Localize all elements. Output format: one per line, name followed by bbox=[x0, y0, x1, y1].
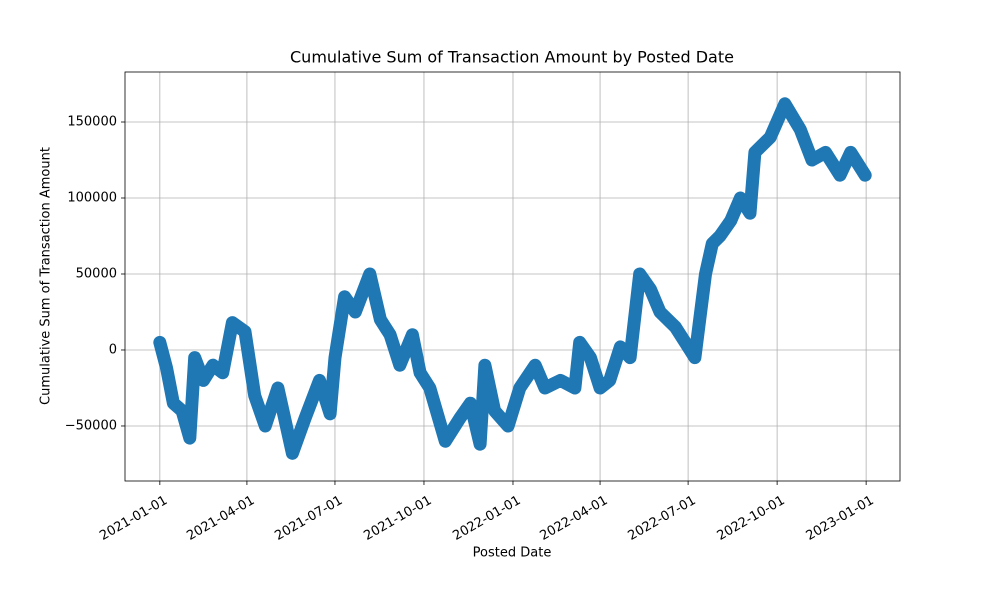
x-tick-label: 2021-04-01 bbox=[184, 493, 257, 544]
x-tick-label: 2022-07-01 bbox=[626, 493, 699, 544]
y-tick-label: 50000 bbox=[76, 266, 117, 281]
y-axis-label: Cumulative Sum of Transaction Amount bbox=[39, 147, 54, 405]
y-tick-label: 100000 bbox=[67, 190, 117, 205]
x-tick-label: 2021-10-01 bbox=[361, 493, 434, 544]
y-tick-label: −50000 bbox=[65, 418, 117, 433]
chart-title: Cumulative Sum of Transaction Amount by … bbox=[290, 48, 734, 67]
x-tick-label: 2021-07-01 bbox=[272, 493, 345, 544]
y-tick-label: 0 bbox=[109, 342, 117, 357]
x-tick-label: 2021-01-01 bbox=[97, 493, 170, 544]
x-tick-label: 2022-10-01 bbox=[715, 493, 788, 544]
data-line bbox=[153, 97, 872, 460]
x-axis-label: Posted Date bbox=[473, 546, 552, 561]
y-tick-label: 150000 bbox=[67, 115, 117, 130]
x-tick-label: 2022-01-01 bbox=[450, 493, 523, 544]
x-tick-label: 2023-01-01 bbox=[804, 493, 877, 544]
x-tick-label: 2022-04-01 bbox=[538, 493, 611, 544]
plot-frame bbox=[124, 71, 901, 482]
